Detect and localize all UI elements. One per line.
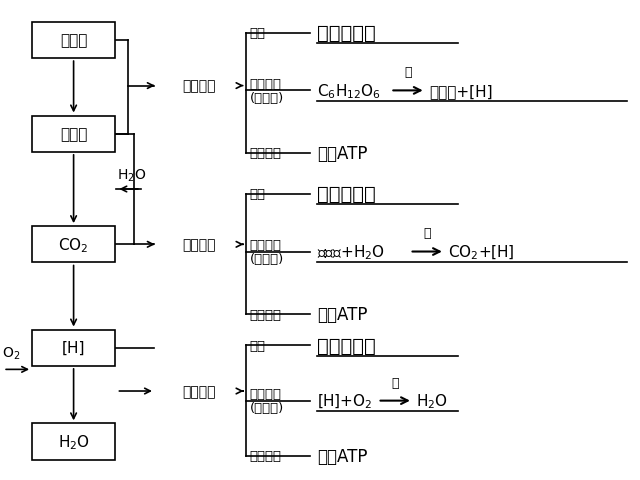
Text: 第三阶段: 第三阶段 bbox=[182, 384, 216, 398]
Text: 场所: 场所 bbox=[250, 27, 266, 40]
Text: 丙酮酸: 丙酮酸 bbox=[60, 127, 87, 142]
Text: 物质变化
(反应式): 物质变化 (反应式) bbox=[250, 387, 284, 414]
Text: 酶: 酶 bbox=[404, 66, 412, 79]
Text: 第二阶段: 第二阶段 bbox=[182, 238, 216, 252]
Text: 场所: 场所 bbox=[250, 188, 266, 201]
Text: 丙酮酸+[H]: 丙酮酸+[H] bbox=[429, 84, 492, 99]
Bar bbox=[32, 330, 115, 366]
Text: 少量ATP: 少量ATP bbox=[317, 305, 367, 324]
Text: 酶: 酶 bbox=[392, 376, 399, 389]
Text: H$_2$O: H$_2$O bbox=[116, 167, 146, 183]
Text: 线粒体基质: 线粒体基质 bbox=[317, 185, 376, 204]
Text: O$_2$: O$_2$ bbox=[2, 345, 20, 361]
Text: 场所: 场所 bbox=[250, 339, 266, 352]
Text: H$_2$O: H$_2$O bbox=[416, 392, 448, 410]
Text: H$_2$O: H$_2$O bbox=[58, 432, 90, 451]
Text: 产能情况: 产能情况 bbox=[250, 449, 282, 463]
Text: 酶: 酶 bbox=[424, 227, 431, 240]
Text: 线粒体内膜: 线粒体内膜 bbox=[317, 336, 376, 355]
Bar bbox=[32, 424, 115, 460]
Text: 葡萄糖: 葡萄糖 bbox=[60, 33, 87, 48]
Text: 丙酮酸+H$_2$O: 丙酮酸+H$_2$O bbox=[317, 243, 385, 261]
Bar bbox=[32, 117, 115, 153]
Text: CO$_2$: CO$_2$ bbox=[58, 236, 89, 254]
Text: 大量ATP: 大量ATP bbox=[317, 447, 367, 465]
Text: 第一阶段: 第一阶段 bbox=[182, 79, 216, 94]
Text: 少量ATP: 少量ATP bbox=[317, 144, 367, 163]
Text: CO$_2$+[H]: CO$_2$+[H] bbox=[448, 243, 515, 261]
Bar bbox=[32, 23, 115, 59]
Text: C$_6$H$_{12}$O$_6$: C$_6$H$_{12}$O$_6$ bbox=[317, 82, 381, 100]
Text: 产能情况: 产能情况 bbox=[250, 308, 282, 321]
Text: [H]+O$_2$: [H]+O$_2$ bbox=[317, 392, 372, 410]
Text: 细胞质基质: 细胞质基质 bbox=[317, 24, 376, 43]
Text: [H]: [H] bbox=[62, 340, 85, 356]
Text: 物质变化
(反应式): 物质变化 (反应式) bbox=[250, 239, 284, 265]
Bar bbox=[32, 227, 115, 263]
Text: 物质变化
(反应式): 物质变化 (反应式) bbox=[250, 78, 284, 105]
Text: 产能情况: 产能情况 bbox=[250, 147, 282, 160]
